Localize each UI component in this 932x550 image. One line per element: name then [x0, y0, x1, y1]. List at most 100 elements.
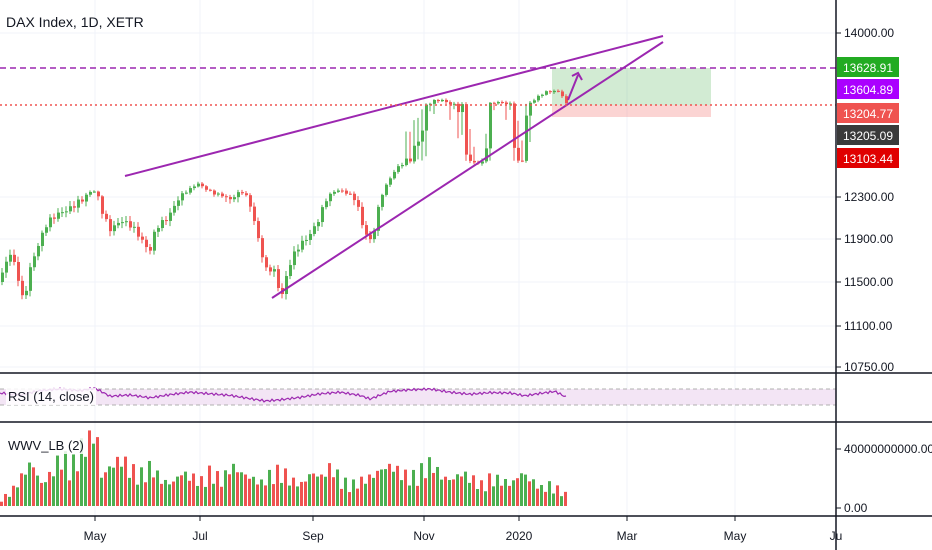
volume-bar [480, 480, 483, 506]
volume-tick-label: 0.00 [844, 501, 868, 515]
volume-bar [4, 493, 7, 506]
candle-body [185, 192, 188, 194]
candle-body [157, 228, 160, 232]
volume-bar [96, 437, 99, 506]
volume-bar [564, 491, 567, 506]
volume-bar [360, 476, 363, 506]
candle-body [349, 193, 352, 195]
candle-body [285, 276, 288, 295]
candle-body [225, 196, 228, 198]
volume-bar [376, 470, 379, 506]
candle-body [173, 205, 176, 213]
candle-body [553, 90, 556, 93]
candle-body [413, 145, 416, 162]
volume-bar [124, 456, 127, 506]
candle-body [381, 194, 384, 207]
volume-bar [448, 480, 451, 506]
volume-bar [372, 477, 375, 506]
volume-bar [244, 474, 247, 506]
candle-body [465, 104, 468, 155]
candle-body [97, 191, 100, 197]
volume-bar [8, 496, 11, 506]
candle-body [45, 227, 48, 233]
volume-bar [324, 476, 327, 506]
volume-bar [344, 477, 347, 506]
volume-bar [224, 470, 227, 506]
candle-body [189, 188, 192, 193]
volume-bar [348, 492, 351, 506]
wedge-drawings[interactable] [124, 35, 664, 299]
long-position-tool[interactable] [552, 68, 711, 117]
volume-bar [128, 477, 131, 506]
volume-bar [464, 471, 467, 506]
candle-body [345, 190, 348, 194]
volume-bar [212, 483, 215, 506]
volume-bar [160, 483, 163, 506]
price-tick-label: 10750.00 [844, 360, 894, 374]
volume-bar [276, 464, 279, 506]
candle-body [397, 166, 400, 172]
volume-bar [328, 463, 331, 506]
candle-body [489, 102, 492, 149]
candle-body [441, 99, 444, 102]
price-tick-label: 11500.00 [844, 275, 893, 289]
volume-bar [208, 465, 211, 506]
volume-bar [116, 456, 119, 506]
volume-bar [256, 484, 259, 506]
volume-bar [368, 474, 371, 506]
volume-bar [156, 470, 159, 506]
volume-bar [320, 474, 323, 506]
candle-body [101, 196, 104, 214]
volume-bar [76, 471, 79, 506]
volume-bar [316, 476, 319, 506]
horizontal-levels[interactable] [0, 67, 836, 106]
volume-bar [384, 469, 387, 506]
candle-body [229, 196, 232, 200]
time-tick-label: Nov [413, 529, 434, 543]
volume-bar [112, 467, 115, 506]
candle-body [561, 91, 564, 97]
candle-body [469, 154, 472, 161]
candle-body [105, 213, 108, 220]
candle-body [153, 231, 156, 251]
candle-body [449, 102, 452, 105]
rsi-band [0, 389, 836, 405]
volume-bar [552, 493, 555, 506]
candle-body [69, 206, 72, 212]
volume-bar [412, 469, 415, 506]
candle-body [377, 206, 380, 231]
volume-bar [52, 476, 55, 506]
candle-body [453, 103, 456, 105]
candle-body [169, 212, 172, 221]
volume-bar [40, 482, 43, 506]
candle-body [33, 256, 36, 268]
volume-bar [352, 479, 355, 506]
candle-body [261, 238, 264, 258]
candle-body [85, 194, 88, 202]
candle-body [537, 95, 540, 101]
volume-bar [300, 481, 303, 506]
volume-bar [284, 468, 287, 506]
volume-bar [452, 479, 455, 506]
volume-bar [64, 451, 67, 506]
volume-bar [48, 471, 51, 506]
candle-body [209, 189, 212, 191]
candle-body [313, 226, 316, 234]
candle-body [353, 193, 356, 201]
rsi-pane-label: RSI (14, close) [6, 388, 96, 405]
volume-bar [44, 482, 47, 506]
price-label-bg [837, 125, 899, 145]
volume-bar [36, 475, 39, 506]
candle-body [545, 91, 548, 95]
candle-body [17, 261, 20, 281]
volume-bar [152, 477, 155, 506]
volume-bar [204, 486, 207, 506]
time-tick-label: May [724, 529, 747, 543]
candle-body [265, 257, 268, 268]
candle-body [137, 226, 140, 237]
candle-body [53, 217, 56, 219]
chart-title: DAX Index, 1D, XETR [6, 14, 144, 30]
volume-bar [424, 478, 427, 506]
